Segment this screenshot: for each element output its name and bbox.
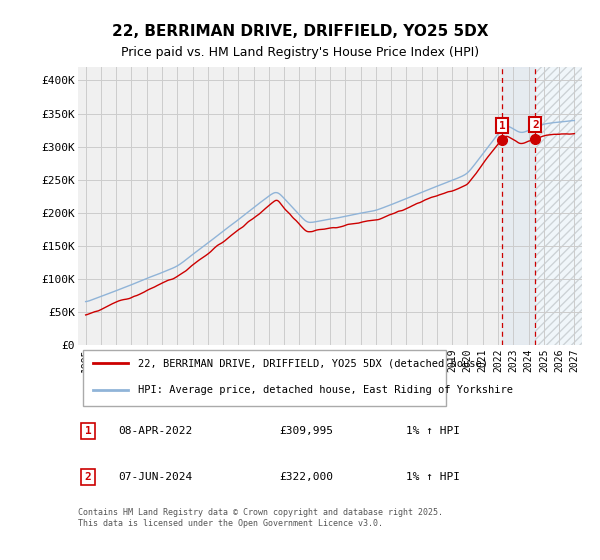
Text: Contains HM Land Registry data © Crown copyright and database right 2025.
This d: Contains HM Land Registry data © Crown c… (78, 508, 443, 528)
Text: 1: 1 (499, 120, 505, 130)
FancyBboxPatch shape (83, 350, 446, 407)
Bar (535, 67, 590, 346)
Text: 22, BERRIMAN DRIVE, DRIFFIELD, YO25 5DX (detached house): 22, BERRIMAN DRIVE, DRIFFIELD, YO25 5DX … (139, 358, 488, 368)
Text: 1: 1 (85, 426, 91, 436)
Text: £322,000: £322,000 (280, 472, 334, 482)
Text: 1% ↑ HPI: 1% ↑ HPI (406, 426, 460, 436)
Bar (535, 67, 590, 346)
Text: HPI: Average price, detached house, East Riding of Yorkshire: HPI: Average price, detached house, East… (139, 385, 514, 395)
Text: £309,995: £309,995 (280, 426, 334, 436)
Text: 2: 2 (85, 472, 91, 482)
Bar (502, 67, 535, 346)
Text: 2: 2 (532, 119, 539, 129)
Text: 08-APR-2022: 08-APR-2022 (118, 426, 193, 436)
Text: 07-JUN-2024: 07-JUN-2024 (118, 472, 193, 482)
Text: 1% ↑ HPI: 1% ↑ HPI (406, 472, 460, 482)
Text: Price paid vs. HM Land Registry's House Price Index (HPI): Price paid vs. HM Land Registry's House … (121, 46, 479, 59)
Text: 22, BERRIMAN DRIVE, DRIFFIELD, YO25 5DX: 22, BERRIMAN DRIVE, DRIFFIELD, YO25 5DX (112, 24, 488, 39)
